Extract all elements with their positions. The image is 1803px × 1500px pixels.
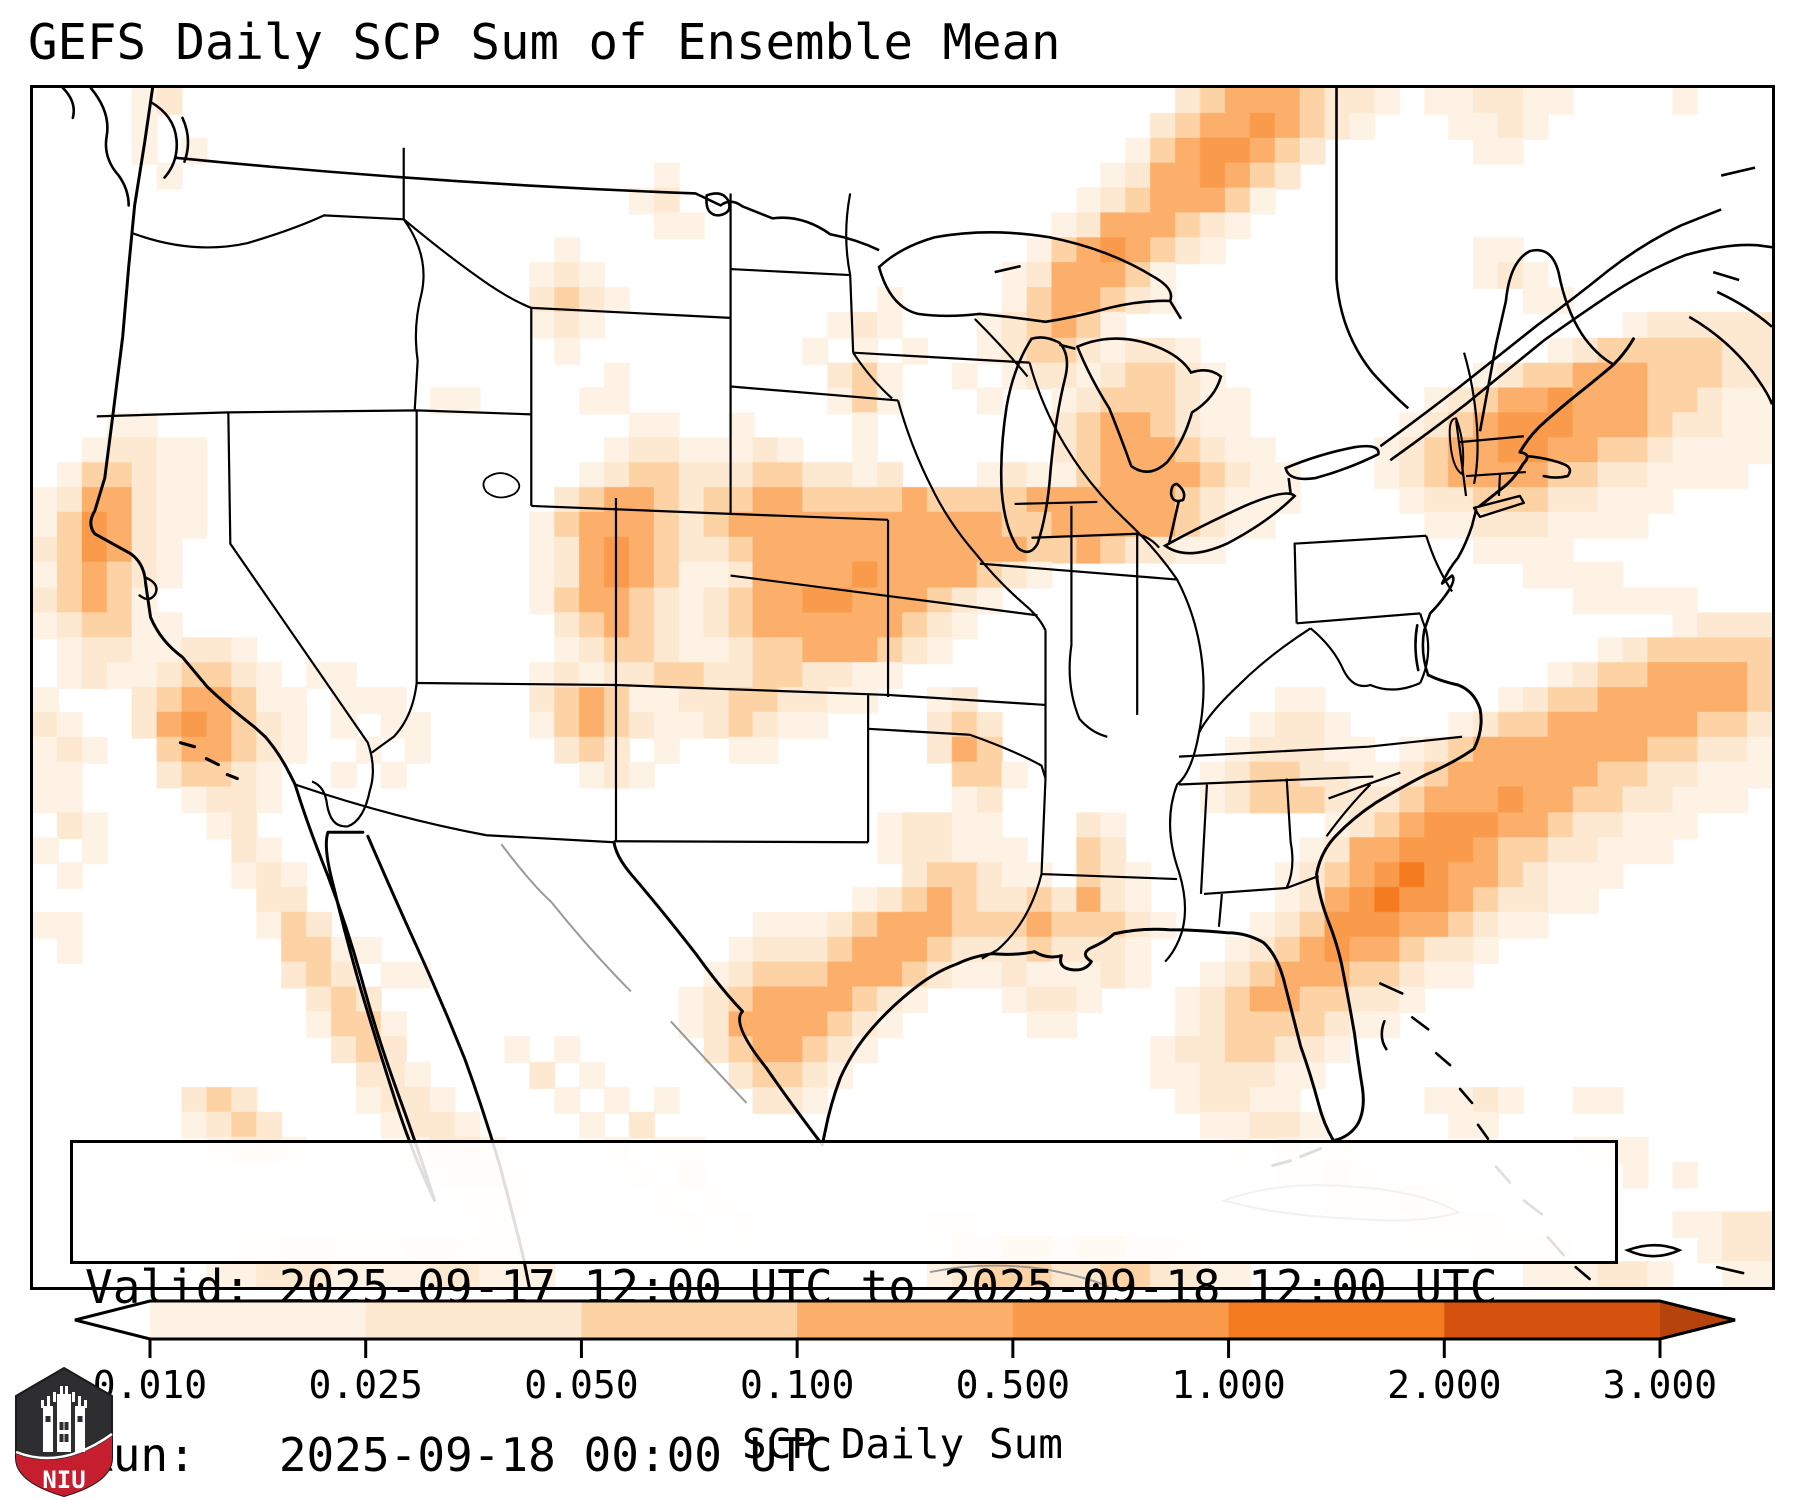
long-island [1472, 494, 1526, 519]
pacific-coast [89, 88, 297, 787]
great-lakes [877, 231, 1465, 555]
svg-text:3.000: 3.000 [1603, 1363, 1717, 1407]
basemap-overlay [61, 88, 1772, 1287]
niu-castle-windows [45, 1416, 83, 1442]
lake-ontario [1284, 444, 1380, 481]
colorbar-under-arrow [75, 1301, 150, 1339]
lake-huron [1075, 337, 1223, 473]
colorbar-svg: 0.010 0.025 0.050 0.100 0.500 1.000 2.000 3.000 [74, 1299, 1736, 1407]
niu-logo: NIU [15, 1366, 113, 1498]
svg-text:1.000: 1.000 [1171, 1363, 1285, 1407]
gulf-atlantic-coast [820, 673, 1483, 1147]
niu-shield-red [16, 1436, 112, 1496]
coastline [61, 88, 1635, 1287]
canada-border [174, 88, 1772, 462]
st-lawrence-north [1379, 208, 1722, 448]
ontario-quebec-border [1335, 88, 1410, 410]
svg-text:2.000: 2.000 [1387, 1363, 1501, 1407]
baja-california [293, 783, 437, 1202]
svg-text:0.500: 0.500 [956, 1363, 1070, 1407]
colorbar-ticks [148, 1339, 1662, 1358]
map-area: Valid: 2025-09-17 12:00 UTC to 2025-09-1… [30, 85, 1775, 1482]
new-england-coast [1478, 337, 1635, 508]
svg-text:0.050: 0.050 [524, 1363, 638, 1407]
ohio-river [1197, 627, 1312, 734]
colorbar-tick-labels: 0.010 0.025 0.050 0.100 0.500 1.000 2.000 3.000 [93, 1363, 1717, 1407]
colorbar-over-arrow [1660, 1301, 1735, 1339]
lake-superior [877, 231, 1173, 324]
colorbar: 0.010 0.025 0.050 0.100 0.500 1.000 2.000 3.000 [30, 1296, 1775, 1426]
state-boundaries [96, 147, 1526, 963]
mississippi-river [1028, 362, 1205, 963]
chesapeake-bay [1414, 508, 1478, 677]
colorbar-segments [150, 1301, 1661, 1339]
scp-heatmap-canvas [33, 88, 1772, 1287]
lake-erie [1162, 492, 1297, 555]
chart-title: GEFS Daily SCP Sum of Ensemble Mean [28, 14, 1061, 71]
lake-michigan [999, 336, 1069, 554]
maine-border [1478, 248, 1615, 432]
st-lawrence-south [1389, 243, 1772, 462]
great-salt-lake [482, 472, 521, 499]
niu-logo-text: NIU [42, 1466, 85, 1494]
colorbar-axis-label: SCP Daily Sum [742, 1420, 1063, 1468]
lake-champlain [1448, 417, 1465, 476]
svg-text:0.100: 0.100 [740, 1363, 854, 1407]
rio-grande [612, 840, 824, 1147]
cape-cod [1526, 454, 1572, 479]
svg-text:0.025: 0.025 [309, 1363, 423, 1407]
valid-run-info-box: Valid: 2025-09-17 12:00 UTC to 2025-09-1… [70, 1140, 1618, 1482]
